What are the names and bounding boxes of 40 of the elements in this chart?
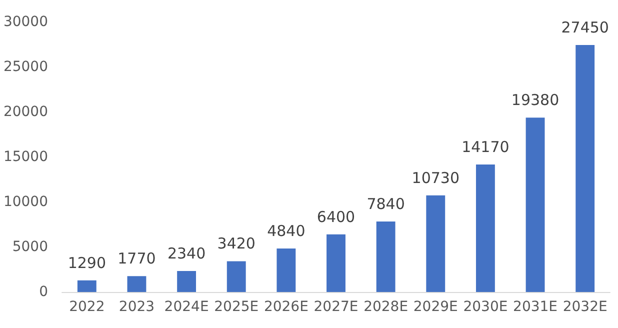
x-tick-label: 2029E xyxy=(413,299,458,315)
data-label: 6400 xyxy=(316,208,356,226)
data-label: 7840 xyxy=(366,194,405,213)
y-tick-label: 25000 xyxy=(3,59,48,75)
y-tick-label: 15000 xyxy=(3,149,48,165)
x-tick-label: 2024E xyxy=(164,299,209,315)
bar xyxy=(526,118,545,292)
bar xyxy=(476,164,495,292)
data-label: 1770 xyxy=(118,250,156,268)
data-label: 1290 xyxy=(68,254,106,272)
y-tick-label: 20000 xyxy=(3,104,48,120)
bar xyxy=(177,270,196,292)
data-label: 14170 xyxy=(462,138,510,156)
data-label: 4840 xyxy=(267,222,306,240)
x-tick-label: 2026E xyxy=(264,299,308,315)
data-label: 19380 xyxy=(511,91,560,110)
bar xyxy=(276,248,296,292)
bar xyxy=(127,276,146,292)
data-label: 27450 xyxy=(561,18,609,36)
x-tick-label: 2032E xyxy=(562,299,608,315)
x-tick-label: 2031E xyxy=(513,299,558,315)
data-label: 2340 xyxy=(167,244,206,262)
bar xyxy=(376,221,396,292)
bar xyxy=(326,234,346,292)
y-tick-label: 30000 xyxy=(3,14,48,30)
x-tick-label: 2025E xyxy=(214,299,259,315)
bar xyxy=(77,280,96,292)
bar xyxy=(426,195,446,292)
data-label: 3420 xyxy=(217,234,256,253)
x-tick-label: 2023 xyxy=(118,299,155,315)
x-tick-label: 2028E xyxy=(364,299,408,315)
bar xyxy=(226,261,246,292)
data-label: 10730 xyxy=(412,168,460,187)
x-tick-label: 2027E xyxy=(314,299,358,315)
y-tick-label: 0 xyxy=(39,284,48,300)
x-tick-label: 2022 xyxy=(69,299,105,315)
y-tick-label: 10000 xyxy=(3,194,48,210)
y-tick-label: 5000 xyxy=(12,239,48,255)
bar xyxy=(576,44,595,292)
x-tick-label: 2030E xyxy=(463,299,508,315)
